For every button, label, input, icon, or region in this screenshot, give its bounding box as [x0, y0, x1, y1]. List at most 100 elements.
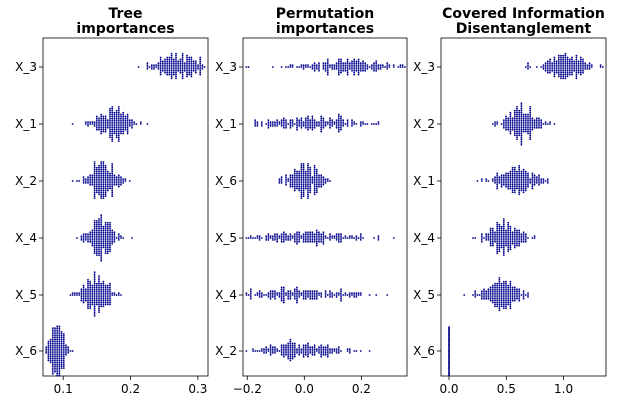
swarm-point — [188, 73, 191, 76]
swarm-point — [500, 240, 503, 243]
swarm-point — [516, 107, 518, 110]
swarm-point — [58, 350, 61, 352]
swarm-point — [584, 68, 587, 70]
swarm-point — [104, 252, 107, 255]
swarm-point — [315, 172, 318, 175]
swarm-point — [51, 367, 54, 369]
swarm-point — [93, 303, 96, 306]
swarm-point — [353, 64, 356, 66]
swarm-point — [106, 231, 109, 234]
swarm-point — [560, 73, 562, 76]
swarm-point — [326, 60, 329, 63]
swarm-point — [524, 237, 527, 239]
swarm-point — [179, 69, 182, 72]
swarm-point — [331, 237, 334, 239]
swarm-point — [326, 58, 329, 61]
swarm-point — [300, 237, 303, 239]
swarm-point — [518, 183, 521, 186]
swarm-point — [95, 225, 98, 228]
swarm-point — [524, 183, 527, 186]
swarm-point — [300, 176, 303, 179]
swarm-point — [282, 117, 285, 120]
swarm-point — [491, 229, 494, 232]
swarm-point — [109, 303, 111, 306]
swarm-point — [322, 178, 325, 181]
swarm-point — [49, 350, 52, 352]
swarm-point — [500, 225, 503, 228]
swarm-point — [555, 62, 558, 65]
swarm-point — [98, 221, 100, 224]
swarm-point — [535, 125, 538, 127]
swarm-point — [355, 123, 358, 125]
swarm-point — [500, 235, 503, 238]
swarm-point — [280, 297, 283, 300]
swarm-point — [109, 187, 111, 190]
swarm-point — [315, 229, 318, 232]
swarm-point — [307, 353, 309, 356]
swarm-point — [522, 119, 525, 122]
swarm-point — [102, 117, 105, 120]
swarm-point — [496, 296, 499, 298]
swarm-point — [102, 282, 105, 285]
swarm-point — [111, 121, 114, 123]
swarm-point — [524, 123, 527, 125]
swarm-point — [296, 352, 298, 354]
swarm-point — [109, 239, 111, 241]
y-tick-label: X_6 — [15, 344, 37, 358]
swarm-point — [538, 125, 540, 127]
swarm-point — [544, 180, 547, 182]
swarm-point — [170, 75, 173, 78]
swarm-point — [100, 130, 103, 133]
swarm-point — [538, 126, 540, 129]
swarm-point — [507, 294, 510, 296]
swarm-point — [489, 292, 492, 294]
swarm-point — [513, 290, 516, 293]
swarm-point — [502, 218, 505, 220]
swarm-point — [300, 125, 303, 127]
swarm-point — [320, 125, 323, 127]
swarm-point — [249, 296, 252, 298]
swarm-point — [115, 123, 118, 125]
swarm-point — [87, 307, 89, 310]
swarm-point — [80, 292, 83, 294]
swarm-point — [362, 68, 364, 70]
swarm-point — [304, 117, 307, 120]
swarm-point — [175, 54, 177, 57]
swarm-point — [502, 237, 505, 239]
swarm-point — [100, 223, 103, 226]
swarm-point — [500, 180, 503, 182]
swarm-point — [520, 140, 523, 143]
swarm-point — [513, 121, 516, 123]
swarm-point — [265, 294, 268, 296]
swarm-point — [265, 235, 268, 238]
swarm-point — [366, 66, 369, 68]
swarm-point — [529, 111, 532, 114]
swarm-point — [582, 69, 584, 72]
swarm-point — [109, 125, 111, 127]
swarm-point — [320, 183, 323, 186]
swarm-point — [522, 180, 525, 182]
swarm-point — [496, 229, 499, 232]
swarm-point — [487, 297, 490, 300]
swarm-point — [507, 292, 510, 294]
swarm-point — [502, 288, 505, 291]
swarm-point — [111, 163, 114, 165]
swarm-point — [82, 296, 85, 298]
swarm-point — [538, 183, 540, 186]
swarm-point — [146, 64, 149, 66]
swarm-point — [287, 352, 290, 354]
swarm-point — [98, 172, 100, 175]
swarm-point — [289, 297, 292, 300]
swarm-point — [296, 172, 298, 175]
swarm-point — [300, 348, 303, 350]
swarm-point — [313, 180, 316, 182]
swarm-point — [518, 297, 521, 300]
swarm-point — [529, 107, 532, 110]
swarm-point — [507, 229, 510, 232]
swarm-point — [320, 126, 323, 129]
swarm-point — [278, 123, 281, 125]
swarm-point — [245, 294, 248, 296]
swarm-point — [98, 227, 100, 230]
swarm-point — [516, 294, 518, 296]
swarm-point — [98, 166, 100, 169]
